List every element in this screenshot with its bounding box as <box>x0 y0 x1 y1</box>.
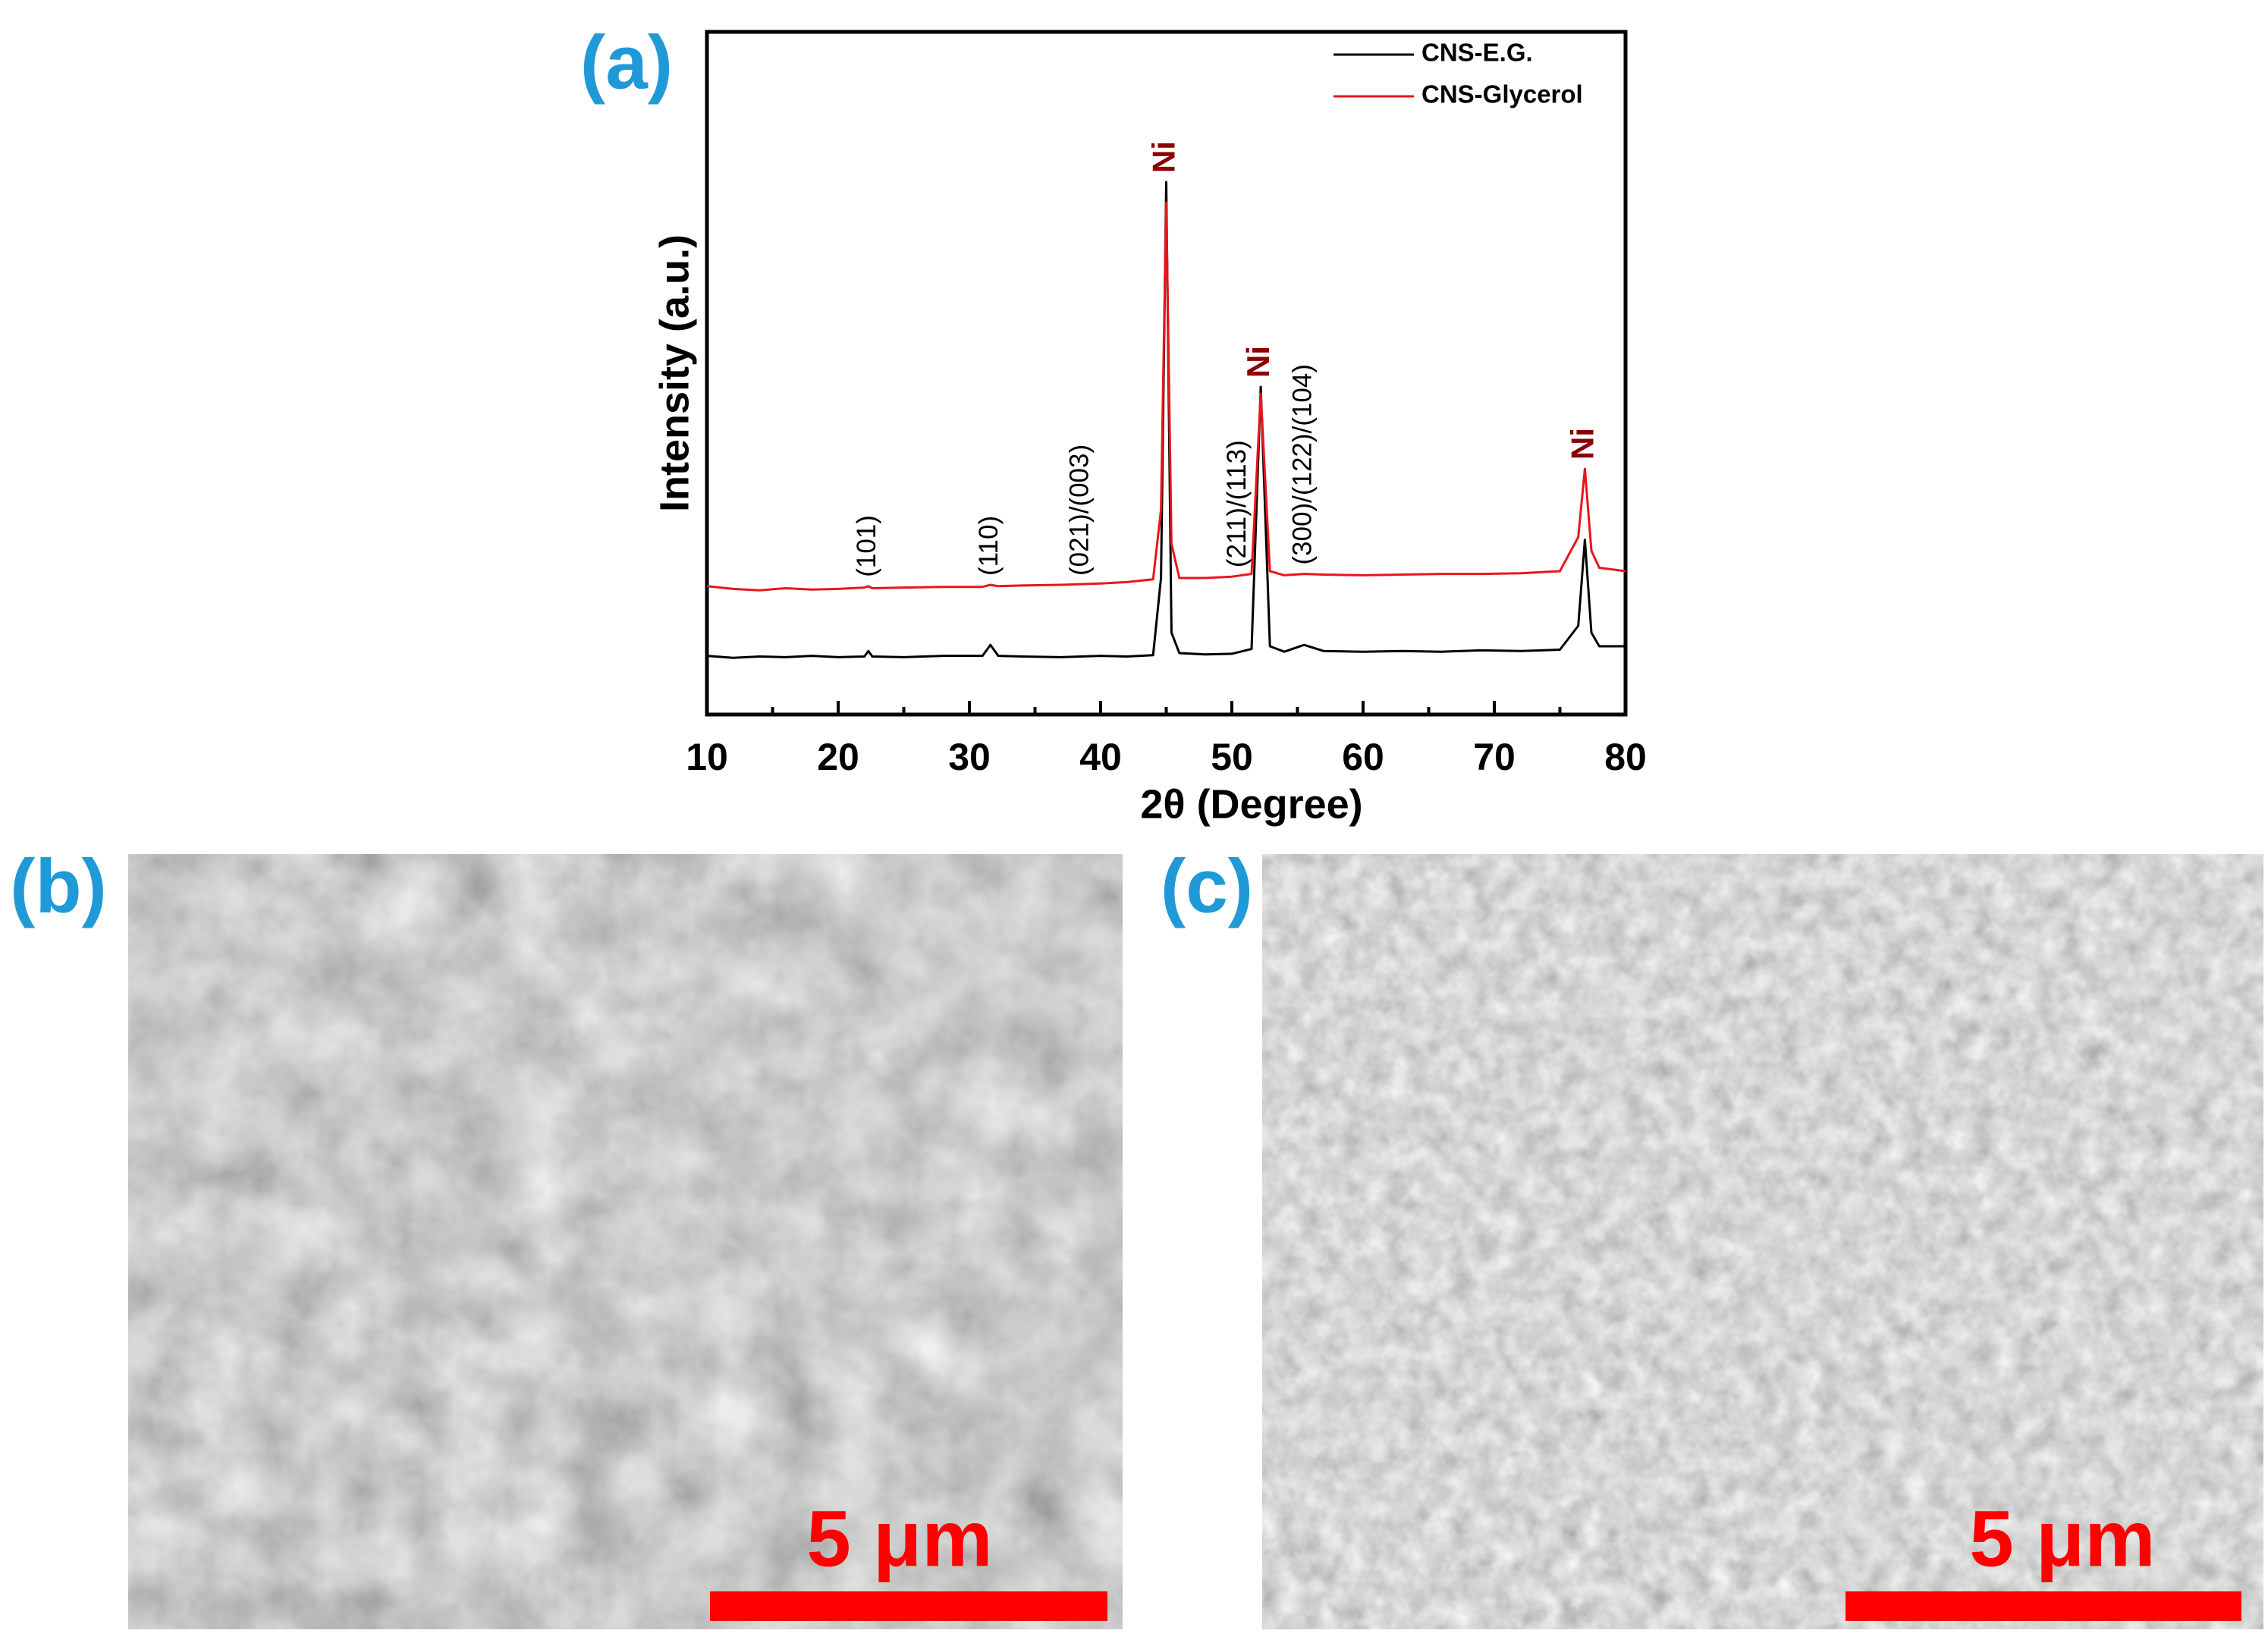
x-tick-label: 30 <box>948 736 991 778</box>
sem-panel-c: (c) 5 μm <box>1161 843 2263 1629</box>
annotation: (300)/(122)/(104) <box>1287 364 1317 565</box>
legend-label: CNS-E.G. <box>1421 39 1533 67</box>
legend-label: CNS-Glycerol <box>1421 80 1583 108</box>
sem-image <box>128 854 1123 1629</box>
scale-bar-label: 5 μm <box>806 1495 992 1584</box>
annotation: (211)/(113) <box>1222 440 1252 567</box>
annotation: (110) <box>974 516 1004 576</box>
x-tick-label: 50 <box>1211 736 1253 778</box>
annotation: (101) <box>852 515 881 577</box>
y-axis-title: Intensity (a.u.) <box>652 234 697 512</box>
sem-panel-b: (b) 5 μm <box>10 843 1123 1629</box>
annotation: Ni <box>1146 141 1182 173</box>
series-line <box>706 201 1626 592</box>
x-axis-title: 2θ (Degree) <box>1140 781 1362 827</box>
panel-label: (c) <box>1161 843 1253 928</box>
panel-label: (a) <box>580 20 673 105</box>
annotation: Ni <box>1240 346 1276 378</box>
sem-image <box>1262 854 2263 1629</box>
panel-label: (b) <box>10 843 107 928</box>
scale-bar <box>1845 1591 2241 1621</box>
x-tick-label: 80 <box>1604 736 1647 778</box>
annotation: Ni <box>1564 428 1600 460</box>
x-tick-label: 40 <box>1079 736 1122 778</box>
scale-bar-label: 5 μm <box>1969 1495 2155 1584</box>
plot-frame <box>705 30 1628 717</box>
x-tick-label: 70 <box>1473 736 1516 778</box>
x-tick-label: 60 <box>1342 736 1384 778</box>
annotation: (021)/(003) <box>1064 444 1094 576</box>
scale-bar <box>710 1591 1107 1621</box>
x-tick-label: 10 <box>686 736 728 778</box>
x-tick-label: 20 <box>817 736 859 778</box>
